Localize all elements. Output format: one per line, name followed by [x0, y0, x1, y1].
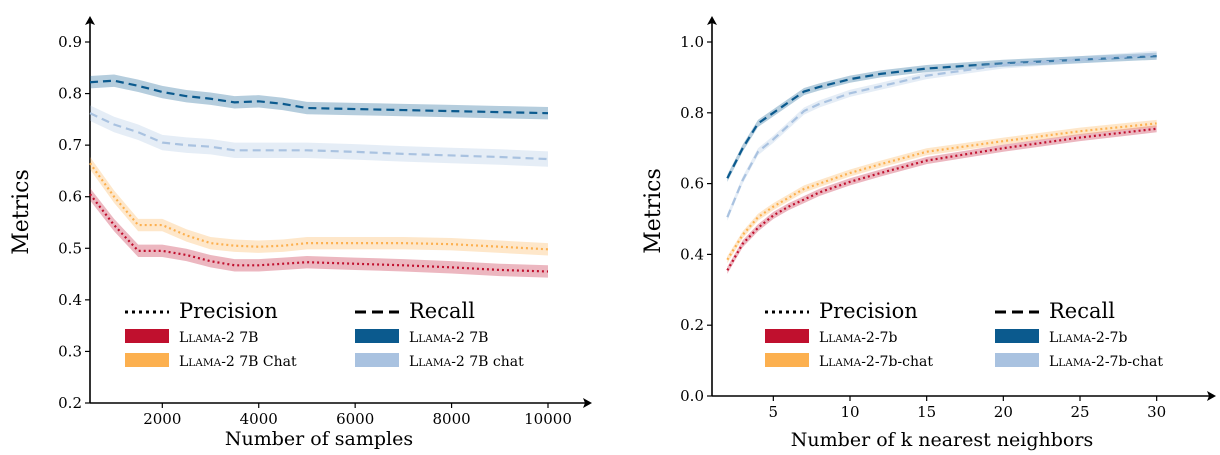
legend-entry-label: LLAMA-2 7B chat	[409, 354, 524, 370]
legend-swatch	[355, 353, 399, 367]
legend-entry-label-smallcaps: LAMA	[418, 357, 451, 369]
legend-precision-label: Precision	[179, 299, 278, 323]
legend-entry-label-cap: L	[179, 330, 188, 346]
legend-entry-label-rest: -2-7b-chat	[861, 354, 933, 370]
legend-entry-label-smallcaps: LAMA	[418, 333, 451, 345]
recall-line-3	[726, 55, 1157, 179]
confidence-band	[90, 187, 548, 278]
legend-entry-label-rest: -2-7b	[1091, 330, 1127, 346]
legend-entry-label-smallcaps: LAMA	[1058, 333, 1091, 345]
y-tick-label: 0.0	[680, 387, 704, 405]
x-tick-label: 6000	[336, 410, 374, 428]
legend-swatch	[995, 353, 1039, 367]
legend-entry-label-cap: L	[1049, 330, 1058, 346]
legend-entry-label-rest: -2 7B	[221, 330, 258, 346]
y-axis-label: Metrics	[9, 169, 34, 255]
legend-entry-label: LLAMA-2-7b	[1049, 330, 1127, 346]
legend-entry-label-cap: L	[409, 354, 418, 370]
confidence-band	[90, 74, 548, 120]
legend-entry-label-cap: L	[819, 330, 828, 346]
x-tick-label: 5	[769, 403, 779, 421]
chart-2: 0.0 0.2 0.4 0.6 0.8 1.0 5 10 15 20 25 30 Metrics Numb…	[641, 16, 1216, 451]
legend-swatch	[355, 329, 399, 343]
legend-entry-label: LLAMA-2-7b	[819, 330, 897, 346]
confidence-band	[90, 105, 548, 167]
legend-entry-label-smallcaps: LAMA	[1058, 357, 1091, 369]
recall-line-4	[726, 53, 1157, 218]
x-axis-arrow	[583, 398, 592, 408]
legend-entry-label: LLAMA-2-7b-chat	[819, 354, 933, 370]
y-tick-label: 0.9	[58, 33, 82, 51]
precision-line-1	[89, 193, 549, 273]
legend-entry-label-cap: L	[179, 354, 188, 370]
legend-entry-label-rest: -2 7B Chat	[221, 354, 297, 370]
recall-line-3	[89, 79, 549, 115]
y-tick-label: 0.2	[58, 394, 82, 412]
x-tick-label: 15	[917, 403, 936, 421]
y-axis-arrow	[85, 16, 95, 25]
y-tick-label: 0.4	[680, 245, 704, 263]
legend-entry-label-cap: L	[819, 354, 828, 370]
legend-entry-label: LLAMA-2 7B Chat	[179, 354, 297, 370]
legend-entry-label-rest: -2-7b	[861, 330, 897, 346]
y-tick-label: 0.6	[680, 175, 704, 193]
legend-swatch	[995, 329, 1039, 343]
legend-entry-label-smallcaps: LAMA	[828, 357, 861, 369]
x-axis-arrow	[1207, 391, 1216, 401]
legend-recall-label: Recall	[409, 299, 475, 323]
legend-entry-label-smallcaps: LAMA	[828, 333, 861, 345]
recall-line-4	[89, 112, 549, 161]
y-tick-label: 0.7	[58, 136, 82, 154]
legend-swatch	[765, 353, 809, 367]
precision-line-2	[726, 122, 1157, 261]
y-tick-label: 0.4	[58, 291, 82, 309]
legend-recall-label: Recall	[1049, 299, 1115, 323]
y-tick-label: 0.6	[58, 188, 82, 206]
legend-entry-label-cap: L	[409, 330, 418, 346]
y-axis-label: Metrics	[641, 168, 666, 254]
y-axis-arrow	[707, 16, 717, 25]
legend-swatch	[125, 329, 169, 343]
x-tick-label: 10	[840, 403, 859, 421]
y-tick-label: 0.3	[58, 342, 82, 360]
legend-swatch	[765, 329, 809, 343]
legend-precision-label: Precision	[819, 299, 918, 323]
y-tick-label: 0.8	[680, 104, 704, 122]
legend: Precision RecallLLAMA-2-7bLLAMA-2-7b-chat…	[765, 299, 1163, 370]
chart-1: 0.2 0.3 0.4 0.5 0.6 0.7 0.8 0.9 2000 4000 6000 8000…	[9, 16, 592, 450]
precision-line-2	[89, 162, 549, 251]
y-tick-label: 0.8	[58, 85, 82, 103]
confidence-band	[727, 119, 1157, 264]
x-tick-label: 8000	[432, 410, 470, 428]
x-tick-label: 2000	[143, 410, 181, 428]
confidence-band	[90, 157, 548, 256]
y-tick-label: 0.5	[58, 239, 82, 257]
x-tick-label: 4000	[240, 410, 278, 428]
legend-entry-label: LLAMA-2 7B	[179, 330, 258, 346]
legend-entry-label-rest: -2-7b-chat	[1091, 354, 1163, 370]
legend-entry-label: LLAMA-2 7B	[409, 330, 488, 346]
x-axis-label: Number of k nearest neighbors	[791, 429, 1093, 451]
legend-entry-label: LLAMA-2-7b-chat	[1049, 354, 1163, 370]
legend-swatch	[125, 353, 169, 367]
x-tick-label: 20	[994, 403, 1013, 421]
legend-entry-label-rest: -2 7B chat	[451, 354, 524, 370]
legend-entry-label-cap: L	[1049, 354, 1058, 370]
legend-entry-label-smallcaps: LAMA	[188, 357, 221, 369]
x-tick-label: 25	[1070, 403, 1089, 421]
x-tick-label: 30	[1147, 403, 1166, 421]
confidence-band	[727, 52, 1157, 182]
x-tick-label: 10000	[524, 410, 572, 428]
legend-entry-label-smallcaps: LAMA	[188, 333, 221, 345]
x-axis-label: Number of samples	[225, 428, 413, 450]
y-tick-label: 1.0	[680, 33, 704, 51]
y-tick-label: 0.2	[680, 316, 704, 334]
confidence-band	[727, 125, 1157, 274]
legend-entry-label-rest: -2 7B	[451, 330, 488, 346]
